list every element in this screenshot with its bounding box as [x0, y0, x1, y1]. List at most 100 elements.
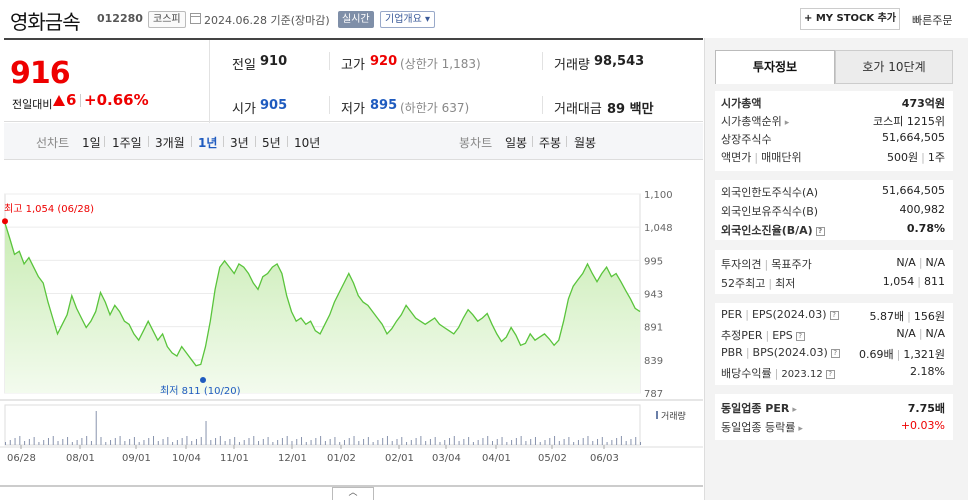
- help-icon[interactable]: ?: [830, 349, 840, 358]
- unit-value: 1주: [927, 151, 945, 164]
- eps-label: EPS(2024.03): [751, 308, 827, 321]
- company-info-dropdown[interactable]: 기업개요 ▾: [380, 11, 436, 28]
- volume-bar: [71, 442, 73, 445]
- volume-bar: [310, 440, 312, 445]
- row-dividend: 배당수익률 | 2023.12? 2.18%: [721, 365, 945, 380]
- collapse-chevron-up-icon[interactable]: ︿: [332, 487, 374, 500]
- x-tick-label: 06/28: [7, 453, 36, 464]
- volume-bar: [52, 436, 54, 445]
- volume-bar: [458, 441, 460, 445]
- tab-investment-info[interactable]: 투자정보: [715, 50, 835, 84]
- volume-bar: [210, 440, 212, 445]
- volume-bar: [138, 442, 140, 445]
- volume-bar: [506, 442, 508, 445]
- volume-bar: [90, 441, 92, 445]
- bps-value: 1,321원: [903, 348, 945, 361]
- volume-bar: [429, 439, 431, 445]
- volume-bar: [191, 441, 193, 445]
- chart-period-bar: 선차트 1일 1주일 3개월 1년 3년 5년 10년 봉차트 일봉 주봉 월봉: [4, 123, 703, 160]
- dividend-label: 배당수익률: [721, 367, 772, 380]
- period-10y[interactable]: 10년: [294, 136, 321, 150]
- candle-monthly[interactable]: 월봉: [574, 136, 597, 150]
- divider: [255, 136, 256, 147]
- section-valuation: PER | EPS(2024.03)? 5.87배 | 156원 추정PER | EPS? …: [715, 303, 953, 385]
- volume-bar: [100, 437, 102, 445]
- caret-right-icon[interactable]: ▸: [784, 118, 790, 128]
- change-percent: +0.66%: [84, 91, 149, 109]
- volume-bar: [525, 441, 527, 445]
- help-icon[interactable]: ?: [829, 311, 839, 320]
- divider: [329, 52, 330, 70]
- volume-bar: [181, 438, 183, 445]
- help-icon[interactable]: ?: [795, 332, 805, 341]
- x-tick-label: 03/04: [432, 453, 461, 464]
- section-opinion: 투자의견 | 목표주가 N/A | N/A 52주최고 | 최저 1,054 | 811: [715, 250, 953, 294]
- period-1y[interactable]: 1년: [198, 136, 218, 150]
- tab-order-book[interactable]: 호가 10단계: [835, 50, 953, 84]
- volume-bar: [238, 442, 240, 445]
- volume-label: 거래량: [554, 58, 590, 73]
- volume-bar: [9, 440, 11, 445]
- section-industry: 동일업종 PER ▸ 7.75배 동일업종 등락률 ▸ +0.03%: [715, 394, 953, 440]
- volume-bar: [530, 439, 532, 445]
- volume-bar: [534, 437, 536, 445]
- candle-daily[interactable]: 일봉: [505, 136, 528, 150]
- volume-area: [4, 404, 641, 446]
- foreign-hold-value: 400,982: [899, 203, 946, 216]
- volume-bar: [511, 440, 513, 445]
- volume-bar: [28, 439, 30, 445]
- market-badge: 코스피: [148, 11, 186, 28]
- divider: [104, 136, 105, 147]
- volume-bar: [5, 442, 6, 445]
- add-my-stock-button[interactable]: + MY STOCK 추가: [800, 8, 900, 30]
- divider: [191, 136, 192, 147]
- period-1w[interactable]: 1주일: [112, 136, 142, 150]
- opinion-value: N/A: [896, 256, 916, 269]
- industry-per-value: 7.75배: [907, 402, 945, 415]
- candle-weekly[interactable]: 주봉: [539, 136, 562, 150]
- volume-bar: [549, 438, 551, 445]
- volume-bar: [162, 439, 164, 445]
- period-5y[interactable]: 5년: [262, 136, 281, 150]
- x-tick-label: 04/01: [482, 453, 511, 464]
- volume-bar: [272, 442, 274, 445]
- volume-bar: [635, 437, 637, 445]
- volume-bar: [444, 440, 446, 445]
- row-per: PER | EPS(2024.03)? 5.87배 | 156원: [721, 308, 945, 323]
- volume-bar: [14, 438, 16, 445]
- x-tick-label: 10/04: [172, 453, 201, 464]
- row-est-per: 추정PER | EPS? N/A | N/A: [721, 327, 945, 342]
- amount-label: 거래대금: [554, 102, 602, 117]
- volume-bar: [367, 437, 369, 445]
- caret-right-icon[interactable]: ▸: [798, 424, 803, 434]
- volume-bar: [640, 442, 641, 445]
- volume-bar: [382, 438, 384, 445]
- prev-close-label: 전일: [232, 58, 256, 73]
- divider: [209, 40, 210, 124]
- volume-bar: [453, 436, 455, 445]
- volume-bar: [606, 442, 608, 445]
- period-3y[interactable]: 3년: [230, 136, 249, 150]
- volume-bar: [229, 439, 231, 445]
- volume-bar: [176, 440, 178, 445]
- volume-bar: [153, 436, 155, 445]
- par-value: 500원: [887, 151, 919, 164]
- open-value: 905: [260, 98, 288, 113]
- realtime-badge[interactable]: 실시간: [338, 11, 374, 28]
- line-chart-label: 선차트: [36, 136, 70, 150]
- volume-bar: [157, 441, 159, 445]
- shares-label: 상장주식수: [721, 133, 772, 146]
- target-value: N/A: [925, 256, 945, 269]
- volume-bar: [363, 439, 365, 445]
- volume-bar: [258, 441, 260, 445]
- help-icon[interactable]: ?: [825, 370, 835, 379]
- caret-right-icon[interactable]: ▸: [792, 405, 797, 415]
- high-label: 고가: [341, 58, 365, 73]
- volume-bar: [86, 436, 88, 445]
- quick-order-button[interactable]: 빠른주문: [912, 14, 953, 27]
- low-value: 895: [370, 98, 398, 113]
- help-icon[interactable]: ?: [815, 227, 825, 236]
- period-3m[interactable]: 3개월: [155, 136, 185, 150]
- volume-bar: [358, 441, 360, 445]
- period-1d[interactable]: 1일: [82, 136, 101, 150]
